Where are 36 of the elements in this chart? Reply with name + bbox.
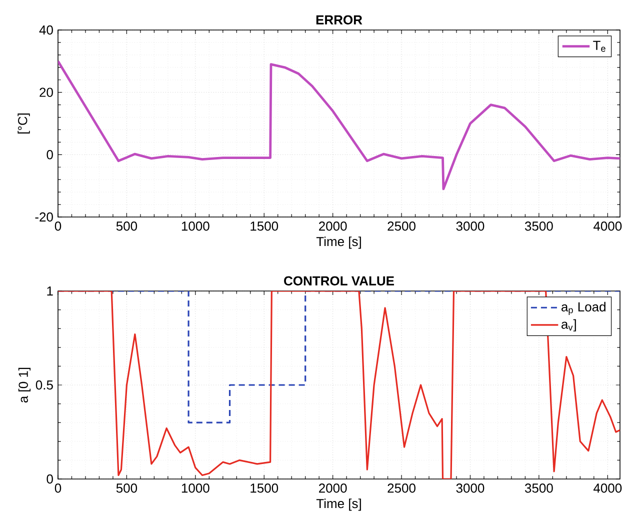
y-axis-title: a [0 1] <box>18 368 31 403</box>
y-tick-label: -20 <box>35 212 53 222</box>
line-series <box>58 60 620 190</box>
y-tick-label: 0 <box>46 474 53 484</box>
x-tick-label: 1500 <box>250 222 278 231</box>
legend-label: a$_{p}$ Load <box>562 302 606 316</box>
x-tick-label: 4000 <box>593 484 622 493</box>
x-tick-label: 2500 <box>388 484 416 493</box>
line-series <box>58 291 620 479</box>
x-tick-label: 2000 <box>319 222 347 231</box>
x-tick-label: 3500 <box>524 484 553 493</box>
x-axis-title: Time [s] <box>316 236 361 249</box>
y-axis-title: [°C] <box>18 114 30 134</box>
x-tick-label: 0 <box>54 484 62 493</box>
x-tick-label: 500 <box>116 484 138 493</box>
x-axis-title: Time [s] <box>316 498 361 511</box>
x-tick-label: 4000 <box>593 222 622 231</box>
x-tick-label: 1000 <box>182 222 210 231</box>
x-tick-label: 3000 <box>456 222 484 231</box>
x-tick-label: 1500 <box>250 484 278 493</box>
y-tick-label: 0 <box>46 150 53 160</box>
x-tick-label: 3000 <box>456 484 484 493</box>
y-tick-label: 40 <box>39 25 53 35</box>
x-tick-label: 0 <box>54 222 62 231</box>
x-tick-label: 1000 <box>182 484 210 493</box>
y-tick-label: 0.5 <box>36 380 53 390</box>
y-tick-label: 20 <box>40 88 53 97</box>
chart-title: ERROR <box>316 15 362 24</box>
legend-label: T$_{e}$ <box>593 40 606 52</box>
legend-label: a$_{v}$] <box>562 319 576 332</box>
y-tick-label: 1 <box>47 286 53 296</box>
x-tick-label: 500 <box>116 222 138 231</box>
x-tick-label: 3500 <box>524 222 553 231</box>
chart-title: CONTROL VALUE <box>284 276 394 286</box>
x-tick-label: 2000 <box>319 484 347 493</box>
x-tick-label: 2500 <box>388 222 416 231</box>
